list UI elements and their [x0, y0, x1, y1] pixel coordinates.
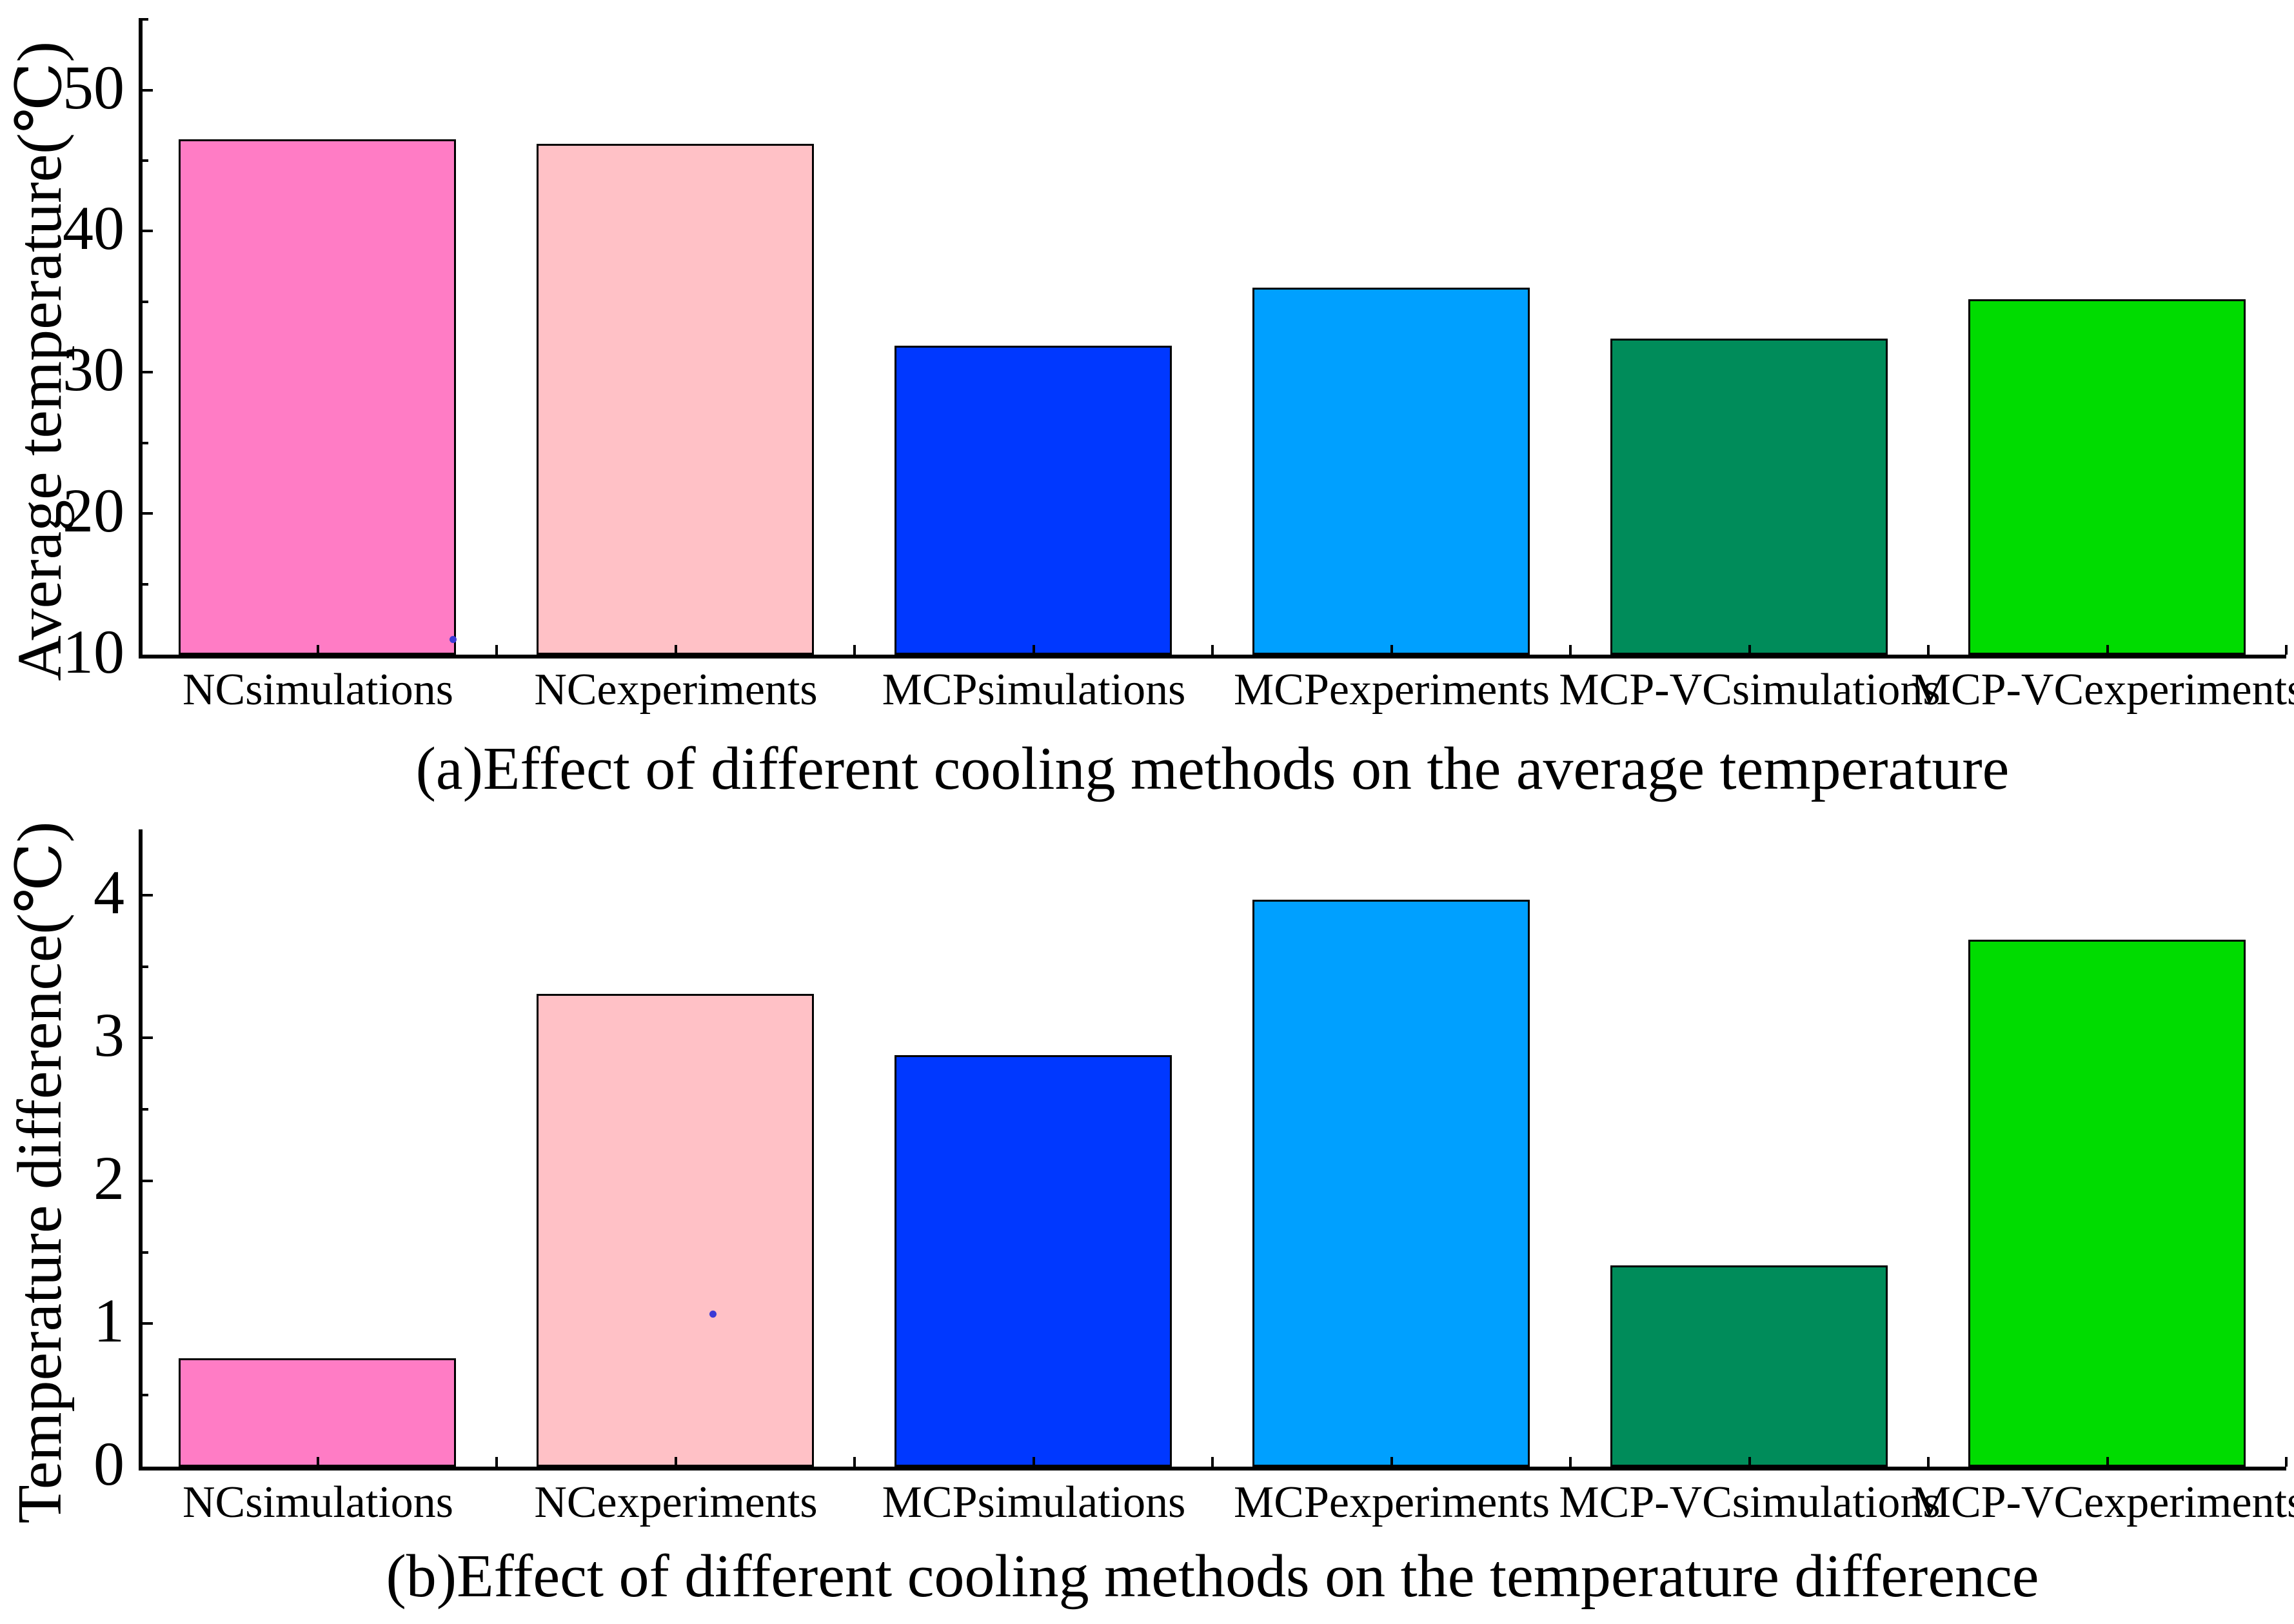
x-center-tick [1748, 645, 1751, 655]
y-tick-label: 30 [63, 335, 124, 404]
y-tick-label: 3 [94, 1000, 124, 1070]
category-label: MCPsimulations [882, 1478, 1186, 1527]
bar [179, 139, 456, 655]
x-center-tick [675, 645, 677, 655]
x-boundary-tick [1927, 645, 1930, 655]
category-label: MCPexperiments [1234, 665, 1550, 715]
y-axis-line [139, 18, 143, 659]
category-label: NCexperiments [534, 1478, 818, 1527]
x-center-tick [1033, 1457, 1035, 1467]
y-tick-label: 0 [94, 1429, 124, 1499]
y-major-tick [143, 512, 153, 515]
x-center-tick [1748, 1457, 1751, 1467]
y-tick-label: 20 [63, 476, 124, 546]
x-center-tick [1390, 1457, 1393, 1467]
bar [1610, 1265, 1888, 1467]
bar [537, 994, 814, 1467]
y-minor-tick [143, 1108, 148, 1111]
y-major-tick [143, 89, 153, 92]
y-minor-tick [143, 1251, 148, 1254]
category-label: MCPexperiments [1234, 1478, 1550, 1527]
x-boundary-tick [853, 645, 856, 655]
category-label: NCexperiments [534, 665, 818, 715]
x-axis-line [139, 1467, 2286, 1471]
x-center-tick [1033, 645, 1035, 655]
bar [1252, 900, 1530, 1467]
y-tick-label: 1 [94, 1286, 124, 1356]
x-boundary-tick [1211, 645, 1214, 655]
x-boundary-tick [1927, 1457, 1930, 1467]
chart-b-caption: (b)Effect of different cooling methods o… [386, 1543, 2039, 1610]
x-boundary-tick [2285, 645, 2288, 655]
bar [895, 346, 1172, 655]
category-label: MCP-VCexperiments [1910, 1478, 2294, 1527]
bar [1968, 299, 2246, 655]
category-label: NCsimulations [182, 1478, 454, 1527]
y-tick-label: 4 [94, 858, 124, 927]
category-label: NCsimulations [182, 665, 454, 715]
y-tick-label: 50 [63, 53, 124, 123]
x-boundary-tick [853, 1457, 856, 1467]
stray-dot [450, 636, 457, 643]
bar [179, 1358, 456, 1467]
category-label: MCPsimulations [882, 665, 1186, 715]
x-boundary-tick [1211, 1457, 1214, 1467]
stray-dot [709, 1311, 717, 1318]
x-center-tick [2106, 1457, 2109, 1467]
y-minor-tick [143, 442, 148, 444]
y-major-tick [143, 1036, 153, 1039]
category-label: MCP-VCexperiments [1910, 665, 2294, 715]
bar [1968, 940, 2246, 1467]
category-label: MCP-VCsimulations [1559, 1478, 1941, 1527]
y-minor-tick [143, 965, 148, 968]
y-tick-label: 2 [94, 1144, 124, 1213]
x-boundary-tick [495, 645, 498, 655]
y-major-tick [143, 1322, 153, 1325]
bar [1252, 288, 1530, 655]
x-center-tick [317, 645, 319, 655]
y-minor-tick [143, 583, 148, 586]
y-major-tick [143, 230, 153, 232]
x-boundary-tick [1569, 1457, 1572, 1467]
bar [1610, 339, 1888, 655]
y-tick-label: 10 [63, 617, 124, 687]
x-boundary-tick [1569, 645, 1572, 655]
bar [537, 144, 814, 655]
x-center-tick [675, 1457, 677, 1467]
x-axis-line [139, 655, 2286, 659]
x-boundary-tick [2285, 1457, 2288, 1467]
x-center-tick [2106, 645, 2109, 655]
y-major-tick [143, 371, 153, 373]
x-boundary-tick [495, 1457, 498, 1467]
x-center-tick [1390, 645, 1393, 655]
y-axis-line [139, 829, 143, 1471]
category-label: MCP-VCsimulations [1559, 665, 1941, 715]
y-minor-tick [143, 18, 148, 21]
y-major-tick [143, 1180, 153, 1182]
chart-a-caption: (a)Effect of different cooling methods o… [415, 735, 2010, 802]
y-minor-tick [143, 159, 148, 162]
y-tick-label: 40 [63, 193, 124, 263]
bar [895, 1055, 1172, 1467]
y-minor-tick [143, 301, 148, 303]
x-center-tick [317, 1457, 319, 1467]
y-major-tick [143, 894, 153, 896]
y-minor-tick [143, 1394, 148, 1396]
